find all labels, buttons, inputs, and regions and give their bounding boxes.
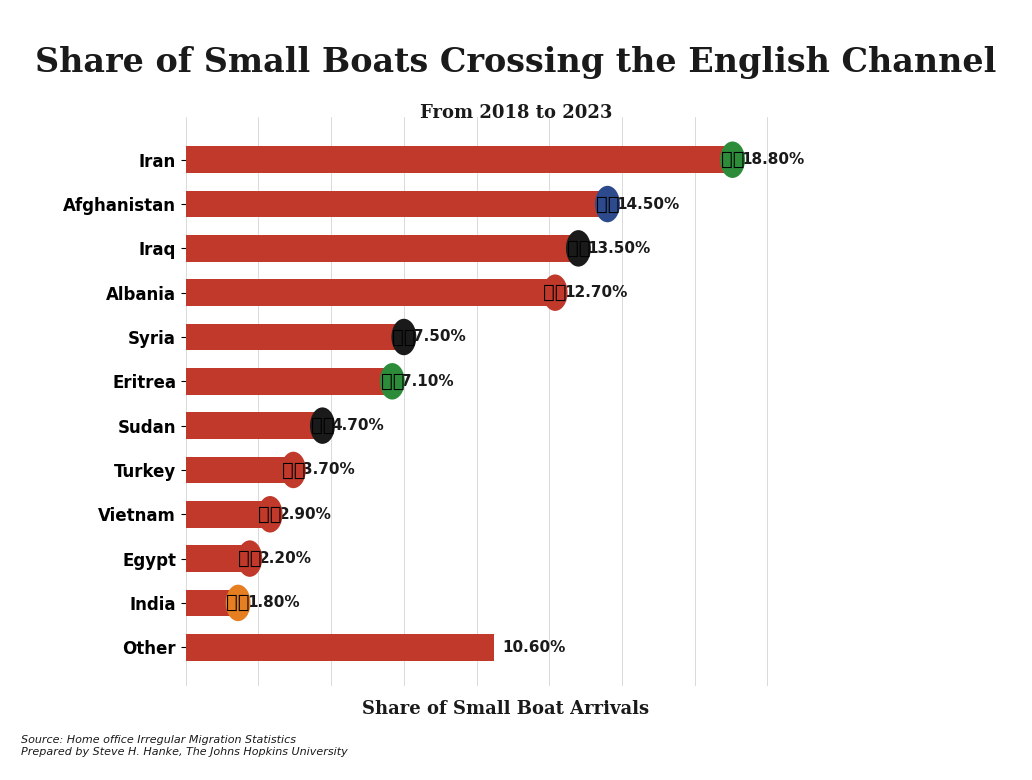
Text: 🇻🇳: 🇻🇳 [258,505,282,523]
Text: Share of Small Boats Crossing the English Channel: Share of Small Boats Crossing the Englis… [35,38,997,71]
Text: Source: Home office Irregular Migration Statistics
Prepared by Steve H. Hanke, T: Source: Home office Irregular Migration … [21,735,348,757]
Circle shape [393,320,415,354]
Text: 🇮🇳: 🇮🇳 [226,594,250,612]
Bar [186,413,322,439]
Text: 12.70%: 12.70% [563,285,627,300]
Text: 🇮🇶: 🇮🇶 [567,239,590,258]
Text: 13.50%: 13.50% [587,241,650,256]
Text: 18.80%: 18.80% [741,152,805,167]
Circle shape [596,187,618,221]
Bar [186,235,578,261]
Text: 🇸🇩: 🇸🇩 [311,417,334,435]
Text: 2.90%: 2.90% [279,507,331,522]
Circle shape [238,542,261,576]
Text: 2.20%: 2.20% [258,551,312,566]
Text: 🇪🇷: 🇪🇷 [381,372,404,391]
Bar [186,279,555,306]
X-axis label: Share of Small Boat Arrivals: Share of Small Boat Arrivals [362,700,649,718]
Text: From 2018 to 2023: From 2018 to 2023 [420,104,612,122]
Bar [186,590,238,616]
Circle shape [312,409,333,442]
Text: 10.60%: 10.60% [503,640,567,654]
Circle shape [283,453,304,487]
Bar [186,501,270,527]
Text: 3.70%: 3.70% [302,463,355,477]
Circle shape [259,498,281,531]
Text: 7.10%: 7.10% [401,374,454,388]
Circle shape [568,232,589,265]
Circle shape [381,364,404,398]
Bar [186,191,608,218]
Text: 14.50%: 14.50% [616,197,679,211]
Text: 🇸🇾: 🇸🇾 [392,328,416,346]
Bar [186,147,733,173]
Bar [186,368,392,395]
Text: 🇹🇷: 🇹🇷 [282,460,305,480]
Bar [186,324,404,350]
Circle shape [227,586,249,620]
Text: 🇦🇫: 🇦🇫 [595,194,619,214]
Text: 🇪🇬: 🇪🇬 [238,549,261,568]
Text: 7.50%: 7.50% [413,329,465,345]
Bar [186,634,494,661]
Text: 1.80%: 1.80% [247,595,299,611]
Text: 🇦🇱: 🇦🇱 [544,283,567,302]
Bar [186,545,250,572]
Text: 4.70%: 4.70% [331,418,384,433]
Text: Share of Small Boats Crossing the English Channel: Share of Small Boats Crossing the Englis… [35,46,997,79]
Circle shape [721,143,744,176]
Bar [186,456,293,484]
Circle shape [544,276,567,310]
Text: 🇮🇷: 🇮🇷 [720,151,744,169]
